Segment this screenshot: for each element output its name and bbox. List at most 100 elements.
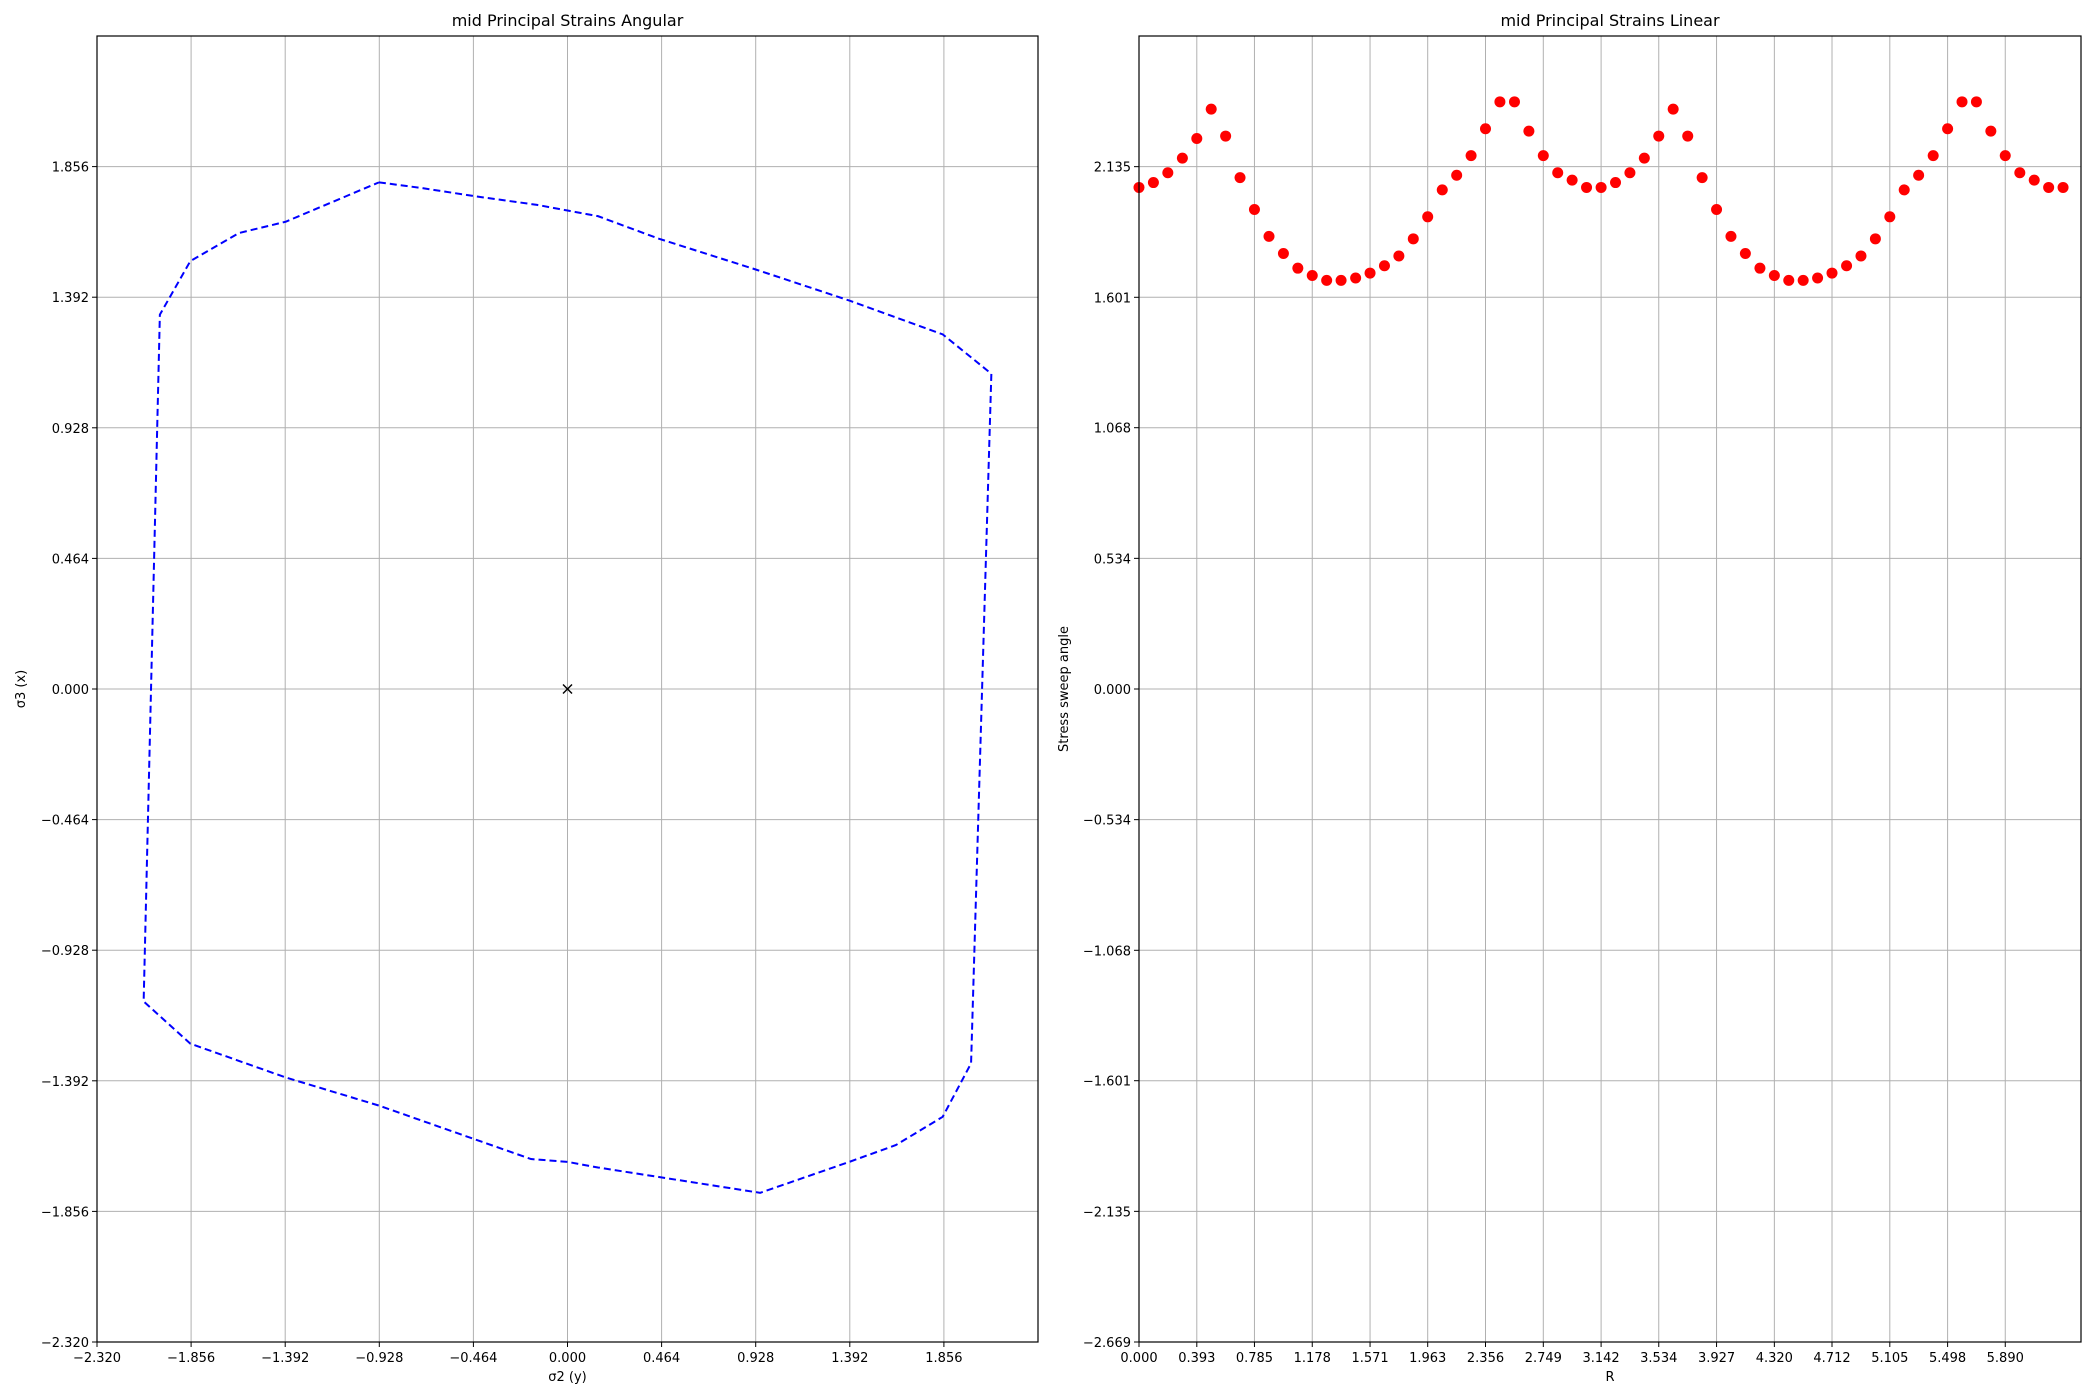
linear-data-point xyxy=(1884,211,1896,223)
linear-x-tick-label: 2.356 xyxy=(1467,1351,1504,1366)
linear-grid xyxy=(1138,36,2081,1343)
linear-data-point xyxy=(1653,130,1665,142)
linear-y-tick-label: 2.135 xyxy=(1094,161,1131,176)
angular-x-tick-label: −1.392 xyxy=(261,1351,309,1366)
linear-data-point xyxy=(1350,272,1362,284)
angular-x-tick-label: −2.320 xyxy=(73,1351,121,1366)
angular-y-tick-label: 0.928 xyxy=(52,422,89,437)
linear-data-point xyxy=(1682,130,1694,142)
linear-data-point xyxy=(1927,150,1939,162)
linear-x-tick-label: 4.320 xyxy=(1756,1351,1793,1366)
linear-data-point xyxy=(1667,103,1679,115)
linear-data-point xyxy=(1581,181,1593,193)
linear-data-point xyxy=(1407,233,1419,245)
linear-data-point xyxy=(1638,152,1650,164)
linear-data-point xyxy=(1162,167,1174,179)
linear-data-point xyxy=(1508,96,1520,108)
linear-y-tick-label: −0.534 xyxy=(1083,814,1131,829)
linear-data-point xyxy=(1624,167,1636,179)
angular-center-marker xyxy=(562,684,573,694)
angular-x-tick-label: 0.464 xyxy=(643,1351,680,1366)
angular-y-tick-label: 0.000 xyxy=(52,683,89,698)
linear-data-point xyxy=(1263,230,1275,242)
angular-y-tick-label: −0.928 xyxy=(41,944,89,959)
linear-data-point xyxy=(1797,274,1809,286)
linear-data-point xyxy=(1378,260,1390,272)
linear-data-point xyxy=(1523,125,1535,137)
linear-y-tick-label: −2.669 xyxy=(1083,1336,1131,1351)
angular-x-tick-label: 1.856 xyxy=(925,1351,962,1366)
linear-data-point xyxy=(1696,172,1708,184)
linear-x-tick-label: 1.571 xyxy=(1351,1351,1388,1366)
linear-x-tick-label: 1.963 xyxy=(1409,1351,1446,1366)
linear-data-point xyxy=(1841,260,1853,272)
linear-x-tick-label: 3.534 xyxy=(1640,1351,1677,1366)
linear-x-tick-label: 3.142 xyxy=(1582,1351,1619,1366)
linear-data-point xyxy=(1277,248,1289,260)
linear-x-tick-label: 0.000 xyxy=(1120,1351,1157,1366)
linear-data-point xyxy=(1248,203,1260,215)
angular-series xyxy=(142,181,993,1194)
angular-x-tick-label: −0.928 xyxy=(355,1351,403,1366)
linear-data-point xyxy=(1191,133,1203,145)
linear-data-point xyxy=(1220,130,1232,142)
angular-y-tick-label: −2.320 xyxy=(41,1336,89,1351)
angular-y-tick-label: 1.856 xyxy=(52,161,89,176)
angular-series-line xyxy=(142,181,993,1194)
linear-data-point xyxy=(1942,123,1954,135)
linear-data-point xyxy=(1869,233,1881,245)
linear-data-point xyxy=(1725,230,1737,242)
linear-data-point xyxy=(1147,177,1159,189)
angular-y-tick-label: −0.464 xyxy=(41,814,89,829)
linear-data-point xyxy=(1436,184,1448,196)
linear-data-point xyxy=(1306,270,1318,282)
linear-x-axis-label: R xyxy=(1605,1370,1614,1385)
linear-data-point xyxy=(1552,167,1564,179)
linear-data-point xyxy=(1913,169,1925,181)
linear-data-point xyxy=(1393,250,1405,262)
linear-data-point xyxy=(1711,203,1723,215)
linear-x-tick-label: 5.890 xyxy=(1987,1351,2024,1366)
linear-data-point xyxy=(1205,103,1217,115)
center-marker-stroke-b xyxy=(562,684,573,694)
linear-x-tick-label: 5.498 xyxy=(1929,1351,1966,1366)
linear-y-axis-label: Stress sweep angle xyxy=(1057,626,1072,752)
linear-y-tick-label: 0.534 xyxy=(1094,552,1131,567)
linear-y-tick-label: 1.601 xyxy=(1094,291,1131,306)
linear-data-point xyxy=(1610,177,1622,189)
angular-plot: mid Principal Strains Angular −2.320 −1.8… xyxy=(14,11,1039,1385)
linear-data-point xyxy=(1768,270,1780,282)
linear-plot: mid Principal Strains Linear 0.000 0.393 0… xyxy=(1057,11,2082,1385)
linear-data-point xyxy=(1451,169,1463,181)
linear-data-point xyxy=(1855,250,1867,262)
linear-data-point xyxy=(1812,272,1824,284)
linear-data-point xyxy=(1985,125,1997,137)
linear-data-point xyxy=(1364,267,1376,279)
linear-axes-frame xyxy=(1138,35,2082,1343)
linear-x-tick-label: 0.785 xyxy=(1236,1351,1273,1366)
linear-data-point xyxy=(1422,211,1434,223)
angular-x-tick-label: 0.928 xyxy=(737,1351,774,1366)
linear-x-tick-label: 4.712 xyxy=(1813,1351,1850,1366)
angular-y-tick-label: −1.392 xyxy=(41,1075,89,1090)
linear-data-point xyxy=(2057,181,2069,193)
angular-y-tick-label: 1.392 xyxy=(52,291,89,306)
angular-x-tick-label: −0.464 xyxy=(449,1351,497,1366)
linear-data-point xyxy=(1465,150,1477,162)
linear-data-point xyxy=(1234,172,1246,184)
linear-data-point xyxy=(1956,96,1968,108)
linear-ticks: 0.000 0.393 0.785 1.178 1.571 1.963 2.356 2.749… xyxy=(1083,161,2024,1366)
angular-x-axis-label: σ2 (y) xyxy=(548,1370,586,1385)
angular-ticks: −2.320 −1.856 −1.392 −0.928 −0.464 0.000 0.464… xyxy=(41,161,963,1366)
linear-y-tick-label: −1.068 xyxy=(1083,944,1131,959)
linear-data-point xyxy=(1494,96,1506,108)
angular-x-tick-label: −1.856 xyxy=(167,1351,215,1366)
linear-data-point xyxy=(1480,123,1492,135)
linear-y-tick-label: 0.000 xyxy=(1094,683,1131,698)
angular-y-tick-label: 0.464 xyxy=(52,552,89,567)
angular-y-axis-label: σ3 (x) xyxy=(14,670,29,708)
linear-x-tick-label: 2.749 xyxy=(1525,1351,1562,1366)
linear-data-point xyxy=(1898,184,1910,196)
linear-data-point xyxy=(1292,262,1304,274)
